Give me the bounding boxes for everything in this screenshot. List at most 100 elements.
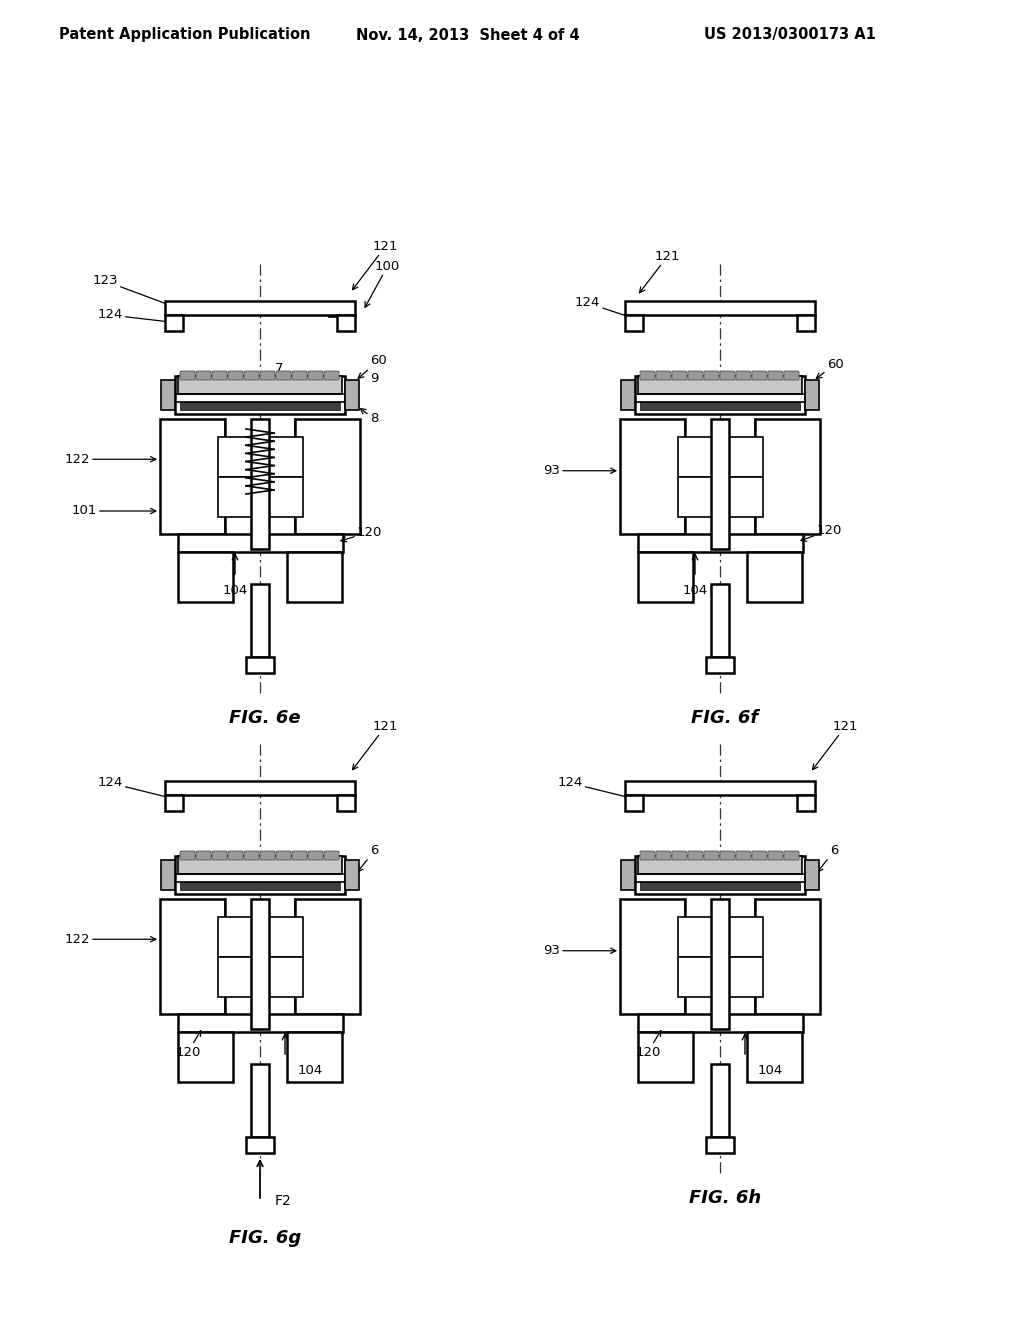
- Text: 121: 121: [352, 239, 398, 289]
- Text: 104: 104: [682, 583, 708, 597]
- Bar: [161, 380, 175, 411]
- Bar: [218, 477, 303, 517]
- Bar: [295, 418, 360, 535]
- Text: 122: 122: [65, 933, 156, 945]
- Text: 8: 8: [360, 408, 379, 425]
- FancyBboxPatch shape: [688, 851, 703, 861]
- Text: FIG. 6f: FIG. 6f: [691, 709, 759, 727]
- Bar: [625, 781, 815, 795]
- Text: F2: F2: [275, 1195, 292, 1208]
- Bar: [178, 376, 342, 393]
- Bar: [797, 795, 815, 810]
- Bar: [755, 418, 820, 535]
- Bar: [706, 1137, 734, 1152]
- Bar: [638, 1014, 803, 1032]
- Bar: [638, 535, 803, 552]
- Bar: [246, 657, 274, 673]
- Text: 93: 93: [543, 944, 615, 957]
- Bar: [638, 376, 802, 393]
- Text: 7: 7: [268, 362, 284, 379]
- Bar: [345, 380, 359, 411]
- Text: 120: 120: [341, 525, 382, 541]
- Text: 124: 124: [574, 297, 635, 319]
- Bar: [175, 855, 345, 894]
- Bar: [251, 899, 269, 1030]
- Bar: [678, 477, 763, 517]
- FancyBboxPatch shape: [705, 851, 719, 861]
- Text: FIG. 6e: FIG. 6e: [229, 709, 301, 727]
- FancyBboxPatch shape: [212, 851, 227, 861]
- Bar: [160, 418, 225, 535]
- FancyBboxPatch shape: [672, 851, 687, 861]
- Bar: [621, 861, 635, 890]
- Bar: [746, 552, 802, 602]
- Bar: [218, 917, 303, 957]
- Bar: [218, 957, 303, 997]
- FancyBboxPatch shape: [244, 371, 259, 380]
- FancyBboxPatch shape: [228, 371, 243, 380]
- Text: 104: 104: [297, 1064, 323, 1077]
- FancyBboxPatch shape: [784, 371, 799, 380]
- Bar: [625, 315, 643, 331]
- Bar: [287, 552, 342, 602]
- FancyBboxPatch shape: [196, 371, 211, 380]
- Bar: [755, 899, 820, 1014]
- Bar: [805, 380, 819, 411]
- Text: 124: 124: [557, 776, 635, 800]
- Bar: [180, 882, 340, 890]
- FancyBboxPatch shape: [656, 851, 671, 861]
- FancyBboxPatch shape: [672, 371, 687, 380]
- Text: 121: 121: [812, 719, 858, 770]
- Bar: [711, 583, 729, 657]
- Text: 120: 120: [635, 1031, 660, 1059]
- Bar: [251, 418, 269, 549]
- Bar: [165, 781, 355, 795]
- Text: US 2013/0300173 A1: US 2013/0300173 A1: [705, 28, 876, 42]
- Bar: [178, 1032, 233, 1082]
- Text: 120: 120: [801, 524, 843, 541]
- Bar: [178, 855, 342, 874]
- Bar: [711, 899, 729, 1030]
- Text: 101: 101: [72, 504, 156, 517]
- FancyBboxPatch shape: [260, 371, 275, 380]
- Bar: [635, 376, 805, 414]
- Bar: [180, 403, 340, 411]
- Bar: [621, 380, 635, 411]
- FancyBboxPatch shape: [640, 851, 655, 861]
- Bar: [746, 1032, 802, 1082]
- Text: 104: 104: [222, 583, 248, 597]
- Text: Patent Application Publication: Patent Application Publication: [59, 28, 310, 42]
- Bar: [620, 899, 685, 1014]
- FancyBboxPatch shape: [720, 851, 735, 861]
- Text: 121: 121: [352, 719, 398, 770]
- FancyBboxPatch shape: [768, 851, 783, 861]
- FancyBboxPatch shape: [276, 371, 291, 380]
- FancyBboxPatch shape: [736, 371, 751, 380]
- FancyBboxPatch shape: [736, 851, 751, 861]
- Text: 122: 122: [65, 453, 156, 466]
- Text: 9: 9: [370, 372, 379, 385]
- Bar: [625, 301, 815, 315]
- Text: 123: 123: [92, 275, 179, 309]
- FancyBboxPatch shape: [324, 371, 339, 380]
- FancyBboxPatch shape: [212, 371, 227, 380]
- Text: 100: 100: [365, 260, 400, 308]
- FancyBboxPatch shape: [656, 371, 671, 380]
- FancyBboxPatch shape: [244, 851, 259, 861]
- FancyBboxPatch shape: [292, 371, 307, 380]
- Bar: [218, 437, 303, 477]
- Text: 124: 124: [97, 309, 175, 325]
- Bar: [638, 855, 802, 874]
- Bar: [711, 1064, 729, 1137]
- Text: 120: 120: [175, 1031, 201, 1059]
- Bar: [337, 315, 355, 331]
- FancyBboxPatch shape: [768, 371, 783, 380]
- Bar: [625, 795, 643, 810]
- Bar: [251, 1064, 269, 1137]
- Text: 60: 60: [358, 355, 387, 379]
- Bar: [640, 882, 800, 890]
- FancyBboxPatch shape: [260, 851, 275, 861]
- Text: 104: 104: [758, 1064, 782, 1077]
- Bar: [295, 899, 360, 1014]
- Bar: [251, 583, 269, 657]
